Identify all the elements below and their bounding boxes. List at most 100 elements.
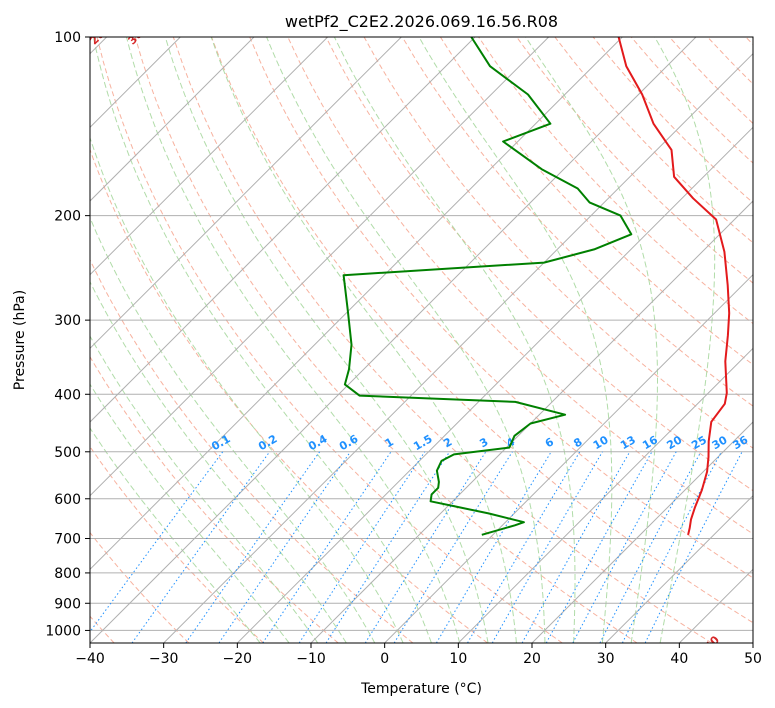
mixing-ratio-line [218,451,351,643]
moist-adiabat-line [90,216,376,643]
x-tick-label: −40 [75,651,105,667]
dry-adiabat-label: 20 [87,27,107,47]
mixing-ratio-label: 13 [618,433,638,452]
dry-adiabat-line [90,148,488,643]
y-tick-label: 300 [54,313,81,329]
isotherms [90,37,753,643]
dry-adiabat-line [401,37,753,407]
y-axis-label: Pressure (hPa) [12,290,28,390]
mixing-ratio-label: 0.4 [306,432,330,453]
x-tick-label: 40 [670,651,688,667]
dry-adiabat-line [439,37,753,366]
mixing-ratio-label: 36 [730,433,750,452]
mixing-ratio-label: 25 [689,433,709,452]
dry-adiabats [90,37,753,643]
moist-adiabat-line [266,37,546,643]
dry-adiabat-line [134,37,638,643]
dry-adiabat-line [478,37,753,325]
x-axis-label: Temperature (°C) [360,681,482,697]
y-tick-label: 800 [54,566,81,582]
y-axis: 1000 900 800 700 600 500 400 300 200 100 [45,30,90,639]
x-tick-label: 0 [380,651,389,667]
mixing-ratio-line [572,451,677,643]
isotherm-line [457,347,753,643]
isotherm-line [752,642,753,643]
chart-title: wetPf2_C2E2.2026.069.16.56.R08 [285,12,558,32]
isotherm-line [90,37,329,276]
dry-adiabat-line [516,37,753,284]
mixing-ratio-label: 1 [383,435,396,450]
mixing-ratio-line [90,451,224,633]
x-tick-label: −30 [149,651,179,667]
y-tick-label: 900 [54,596,81,612]
dry-adiabat-line [90,531,190,643]
moist-adiabat-line [333,37,576,643]
dry-adiabat-line [669,37,753,125]
mixing-ratio-line [545,451,653,643]
isotherm-line [90,37,476,423]
dry-adiabat-line [90,355,339,643]
dry-adiabat-label: 30 [126,27,146,47]
dry-adiabat-line [745,37,753,46]
mixing-ratio-label: 0.1 [209,432,232,453]
moist-adiabat-line [126,37,461,643]
isotherm-line [90,37,623,571]
mixing-ratio-line [521,451,631,643]
y-tick-label: 500 [54,445,81,461]
moist-adiabat-line [90,383,290,643]
mixing-ratio-label: 30 [710,433,730,452]
y-tick-label: 400 [54,387,81,403]
x-tick-label: 20 [523,651,541,667]
plot-frame [89,36,754,644]
x-axis: −40 −30 −20 −10 0 10 20 30 40 50 [75,643,762,667]
x-tick-label: −10 [296,651,326,667]
mixing-ratio-line [131,451,271,643]
mixing-ratio-line [185,451,321,643]
y-tick-label: 1000 [45,623,81,639]
mixing-ratio-line [435,451,552,643]
mixing-ratio-line [621,451,722,643]
dry-adiabat-label: 40 [702,633,722,653]
x-tick-label: 10 [449,651,467,667]
moist-adiabat-line [90,427,261,643]
isotherm-line [310,200,753,643]
temperature-series-line [617,37,731,536]
dry-adiabat-line [363,37,753,449]
mixing-ratio-label: 1.5 [411,432,434,453]
y-tick-label: 600 [54,492,81,508]
plot-area: 0.10.20.40.611.52346810131620253036-100-… [14,27,753,653]
dry-adiabat-line [554,37,753,244]
isotherm-line [90,37,255,202]
isotherm-line [90,37,402,350]
mixing-ratio-line [644,451,743,643]
isotherm-line [384,273,753,643]
dry-adiabat-line [707,37,753,85]
dry-adiabat-label: 0 [14,30,29,45]
mixing-ratio-label: 20 [665,433,685,452]
mixing-ratio-label: 6 [543,435,556,450]
isotherm-line [236,126,753,643]
isotherm-line [163,52,753,643]
moist-adiabat-line [210,37,517,643]
y-tick-label: 200 [54,209,81,225]
dry-adiabat-line [96,37,563,643]
mixing-ratio-label: 10 [591,433,611,452]
dry-adiabat-line [90,445,264,643]
dry-adiabat-line [172,37,712,643]
mixing-ratio-line [599,451,702,643]
mixing-ratio-line [298,451,426,643]
curve-labels: 0.10.20.40.611.52346810131620253036-100-… [14,27,751,653]
moist-adiabat-line [90,136,404,643]
mixing-ratio-line [325,451,451,643]
isotherm-line [90,37,550,497]
y-tick-label: 700 [54,532,81,548]
isobars [90,37,753,631]
mixing-ratio-line [262,451,392,643]
x-tick-label: −20 [223,651,253,667]
moist-adiabat-line [90,335,319,643]
dewpoint-series-line [342,37,633,536]
mixing-ratio-lines [90,451,743,643]
dry-adiabat-line [325,37,753,492]
isotherm-line [90,37,697,643]
